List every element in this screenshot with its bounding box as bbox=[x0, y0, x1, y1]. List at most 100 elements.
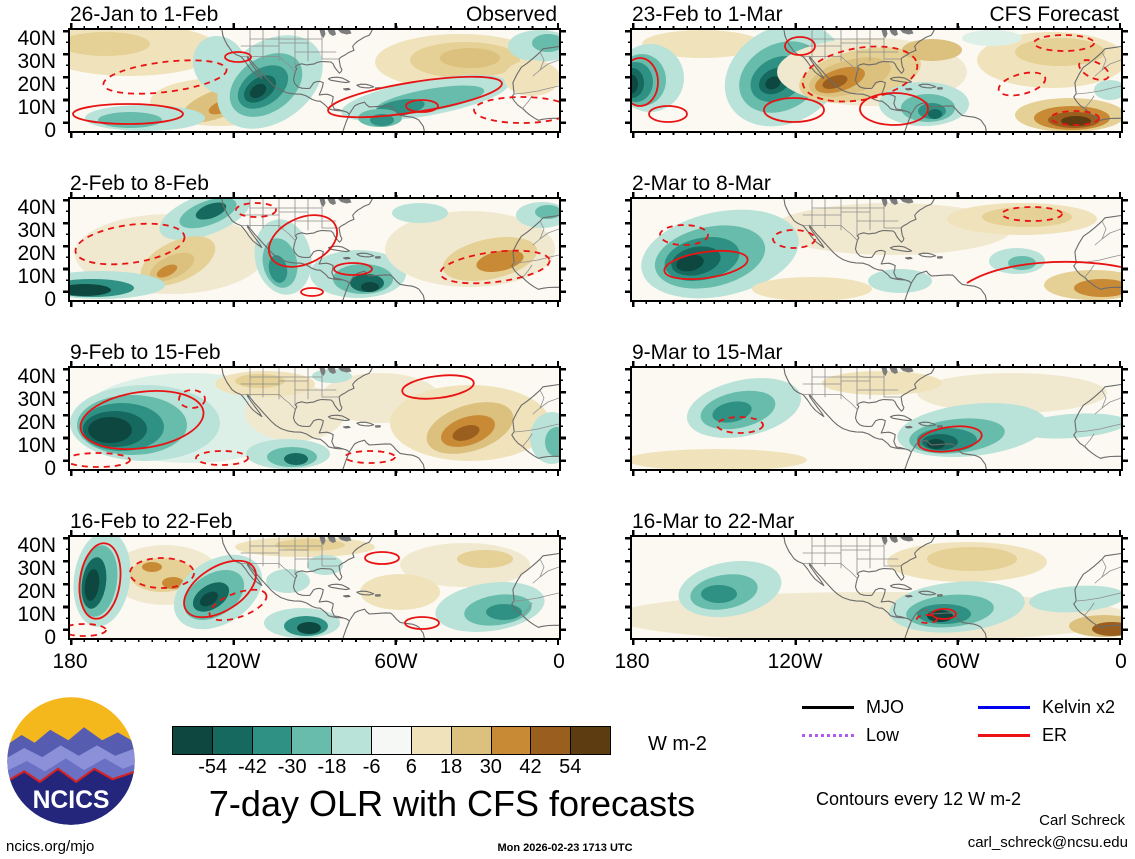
axis-ticks bbox=[1121, 199, 1128, 300]
generation-timestamp: Mon 2026-02-23 1713 UTC bbox=[497, 842, 633, 854]
x-axis-label: 120W bbox=[767, 650, 823, 673]
colorbar-unit: W m-2 bbox=[648, 733, 707, 755]
axis-ticks bbox=[70, 300, 559, 307]
colorbar-cell bbox=[331, 727, 372, 754]
colorbar-tick-label: -42 bbox=[238, 756, 267, 778]
axis-ticks bbox=[632, 131, 1121, 138]
axis-ticks bbox=[70, 131, 559, 138]
y-axis-label: 40N bbox=[17, 534, 56, 558]
column-label-observed: Observed bbox=[465, 3, 557, 26]
panel-forecast-week4: 16-Mar to 22-Mar bbox=[625, 509, 1128, 645]
y-axis-labels: 40N 30N 20N 10N 0 bbox=[0, 534, 56, 649]
y-axis-labels: 40N 30N 20N 10N 0 bbox=[0, 27, 56, 142]
y-axis-label: 30N bbox=[17, 557, 56, 581]
axis-ticks bbox=[625, 30, 632, 131]
olr-map-svg bbox=[632, 368, 1121, 469]
colorbar-cell bbox=[570, 727, 610, 754]
axis-ticks bbox=[63, 537, 70, 638]
olr-map-svg bbox=[641, 199, 1121, 300]
axis-ticks bbox=[632, 23, 1121, 30]
y-axis-label: 10N bbox=[17, 603, 56, 627]
legend-label: ER bbox=[1042, 724, 1068, 745]
axis-ticks bbox=[632, 638, 1121, 645]
axis-ticks bbox=[70, 192, 559, 199]
colorbar-cell bbox=[450, 727, 491, 754]
panel-title: 16-Feb to 22-Feb bbox=[70, 510, 233, 533]
olr-map-svg bbox=[70, 537, 559, 638]
legend-item-mjo: MJO bbox=[802, 697, 978, 717]
colorbar-cell bbox=[410, 727, 451, 754]
panel-observed-week2: 2-Feb to 8-Feb bbox=[63, 171, 566, 307]
axis-ticks bbox=[632, 361, 1121, 368]
y-axis-label: 10N bbox=[17, 96, 56, 120]
x-axis-label: 120W bbox=[205, 650, 261, 673]
olr-map-forecast-week2 bbox=[625, 192, 1128, 307]
colorbar-cell bbox=[211, 727, 252, 754]
colorbar-tick-label: 18 bbox=[439, 756, 463, 778]
legend-line-swatch bbox=[802, 705, 854, 709]
colorbar-tick-label: -18 bbox=[317, 756, 347, 778]
author-name: Carl Schreck bbox=[1039, 812, 1125, 829]
axis-ticks bbox=[559, 537, 566, 638]
legend-item-er: ER bbox=[978, 725, 1132, 745]
colorbar-cell bbox=[530, 727, 571, 754]
ncics-logo: NCICS bbox=[6, 696, 136, 826]
y-axis-label: 30N bbox=[17, 219, 56, 243]
olr-map-svg bbox=[70, 368, 559, 469]
colorbar-tick-label: 30 bbox=[479, 756, 502, 778]
olr-map-forecast-week4 bbox=[625, 530, 1128, 645]
axis-ticks bbox=[63, 30, 70, 131]
ncics-logo-text: NCICS bbox=[33, 787, 110, 814]
axis-ticks bbox=[1121, 30, 1128, 131]
y-axis-label: 30N bbox=[17, 388, 56, 412]
y-axis-label: 10N bbox=[17, 434, 56, 458]
legend-item-low: Low bbox=[802, 725, 978, 745]
olr-map-observed-week2 bbox=[63, 192, 566, 307]
colorbar-cells bbox=[172, 726, 611, 755]
axis-ticks bbox=[63, 199, 70, 300]
legend-line-swatch bbox=[978, 733, 1030, 737]
figure-title: 7-day OLR with CFS forecasts bbox=[208, 783, 696, 824]
y-axis-label: 10N bbox=[17, 265, 56, 289]
y-axis-label: 40N bbox=[17, 196, 56, 220]
colorbar-labels: -54 -42 -30 -18 -6 6 18 30 42 54 bbox=[173, 756, 610, 780]
author-email: carl_schreck@ncsu.edu bbox=[967, 834, 1128, 851]
olr-map-svg bbox=[632, 30, 1121, 131]
axis-ticks bbox=[70, 361, 559, 368]
legend-line-swatch bbox=[978, 705, 1030, 709]
y-axis-label: 0 bbox=[44, 119, 56, 142]
axis-ticks bbox=[632, 192, 1121, 199]
olr-map-observed-week4 bbox=[63, 530, 566, 645]
legend-item-kelvin-x2: Kelvin x2 bbox=[978, 697, 1132, 717]
x-axis-labels-right: 180 120W 60W 0 bbox=[614, 650, 1126, 676]
panel-observed-week4: 16-Feb to 22-Feb bbox=[63, 509, 566, 645]
axis-ticks bbox=[559, 368, 566, 469]
panel-title: 26-Jan to 1-Feb bbox=[70, 3, 219, 26]
olr-map-svg bbox=[70, 199, 559, 300]
colorbar-tick-label: -30 bbox=[277, 756, 307, 778]
axis-ticks bbox=[625, 368, 632, 469]
y-axis-label: 20N bbox=[17, 73, 56, 97]
axis-ticks bbox=[70, 530, 559, 537]
y-axis-label: 0 bbox=[44, 626, 56, 649]
axis-ticks bbox=[63, 368, 70, 469]
axis-ticks bbox=[625, 199, 632, 300]
axis-ticks bbox=[70, 469, 559, 476]
y-axis-label: 40N bbox=[17, 365, 56, 389]
axis-ticks bbox=[70, 638, 559, 645]
y-axis-label: 0 bbox=[44, 457, 56, 480]
colorbar-cell bbox=[371, 727, 411, 754]
olr-map-observed-week3 bbox=[63, 361, 566, 476]
axis-ticks bbox=[70, 23, 559, 30]
legend-label: MJO bbox=[866, 696, 904, 717]
x-axis-labels-left: 180 120W 60W 0 bbox=[52, 650, 564, 676]
x-axis-label: 0 bbox=[553, 650, 565, 673]
olr-map-svg bbox=[632, 537, 1121, 638]
olr-map-forecast-week3 bbox=[625, 361, 1128, 476]
y-axis-labels: 40N 30N 20N 10N 0 bbox=[0, 196, 56, 311]
x-axis-label: 0 bbox=[1115, 650, 1127, 673]
axis-ticks bbox=[632, 300, 1121, 307]
x-axis-label: 180 bbox=[614, 650, 650, 673]
colorbar-cell bbox=[291, 727, 332, 754]
